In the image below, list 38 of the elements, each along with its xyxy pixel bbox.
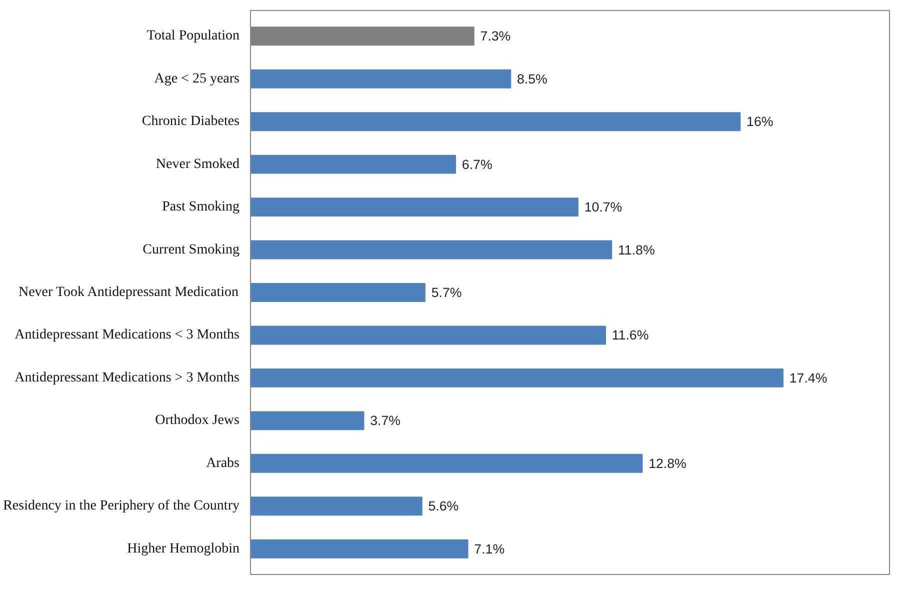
bar (250, 539, 468, 558)
y-tick-label: Never Smoked (156, 156, 240, 172)
data-label: 10.7% (584, 200, 622, 215)
y-tick-label: Past Smoking (162, 200, 240, 215)
data-label: 16% (746, 114, 774, 130)
y-tick-label: Antidepressant Medications < 3 Months (14, 328, 240, 343)
bar (250, 154, 456, 174)
bar (250, 198, 578, 217)
y-tick-label: Antidepressant Medications > 3 Months (14, 370, 240, 386)
bar (250, 454, 643, 473)
y-tick-label: Arabs (206, 456, 240, 471)
data-label: 5.7% (431, 285, 462, 300)
data-label: 11.6% (612, 328, 649, 343)
bar (250, 368, 784, 388)
y-tick-label: Higher Hemoglobin (127, 541, 240, 556)
data-label: 7.1% (474, 541, 505, 556)
y-tick-label: Age < 25 years (154, 71, 240, 86)
data-label: 12.8% (648, 456, 687, 471)
bar (250, 496, 422, 516)
y-tick-label: Total Population (146, 28, 240, 44)
bar (250, 411, 364, 430)
y-tick-label: Current Smoking (142, 242, 240, 258)
data-label: 6.7% (462, 156, 492, 172)
y-tick-label: Chronic Diabetes (142, 114, 240, 130)
y-tick-label: Orthodox Jews (155, 413, 240, 428)
y-tick-label: Never Took Antidepressant Medication (18, 285, 238, 300)
data-label: 7.3% (480, 28, 511, 44)
bar (250, 283, 426, 302)
data-label: 11.8% (618, 242, 655, 258)
bar (250, 326, 606, 345)
y-tick-label: Residency in the Periphery of the Country (3, 498, 240, 514)
bar (250, 112, 741, 132)
data-label: 17.4% (789, 370, 828, 386)
bar (250, 69, 512, 88)
data-label: 3.7% (370, 413, 401, 428)
data-label: 8.5% (517, 71, 548, 86)
data-label: 5.6% (428, 498, 459, 514)
bar (250, 240, 612, 260)
